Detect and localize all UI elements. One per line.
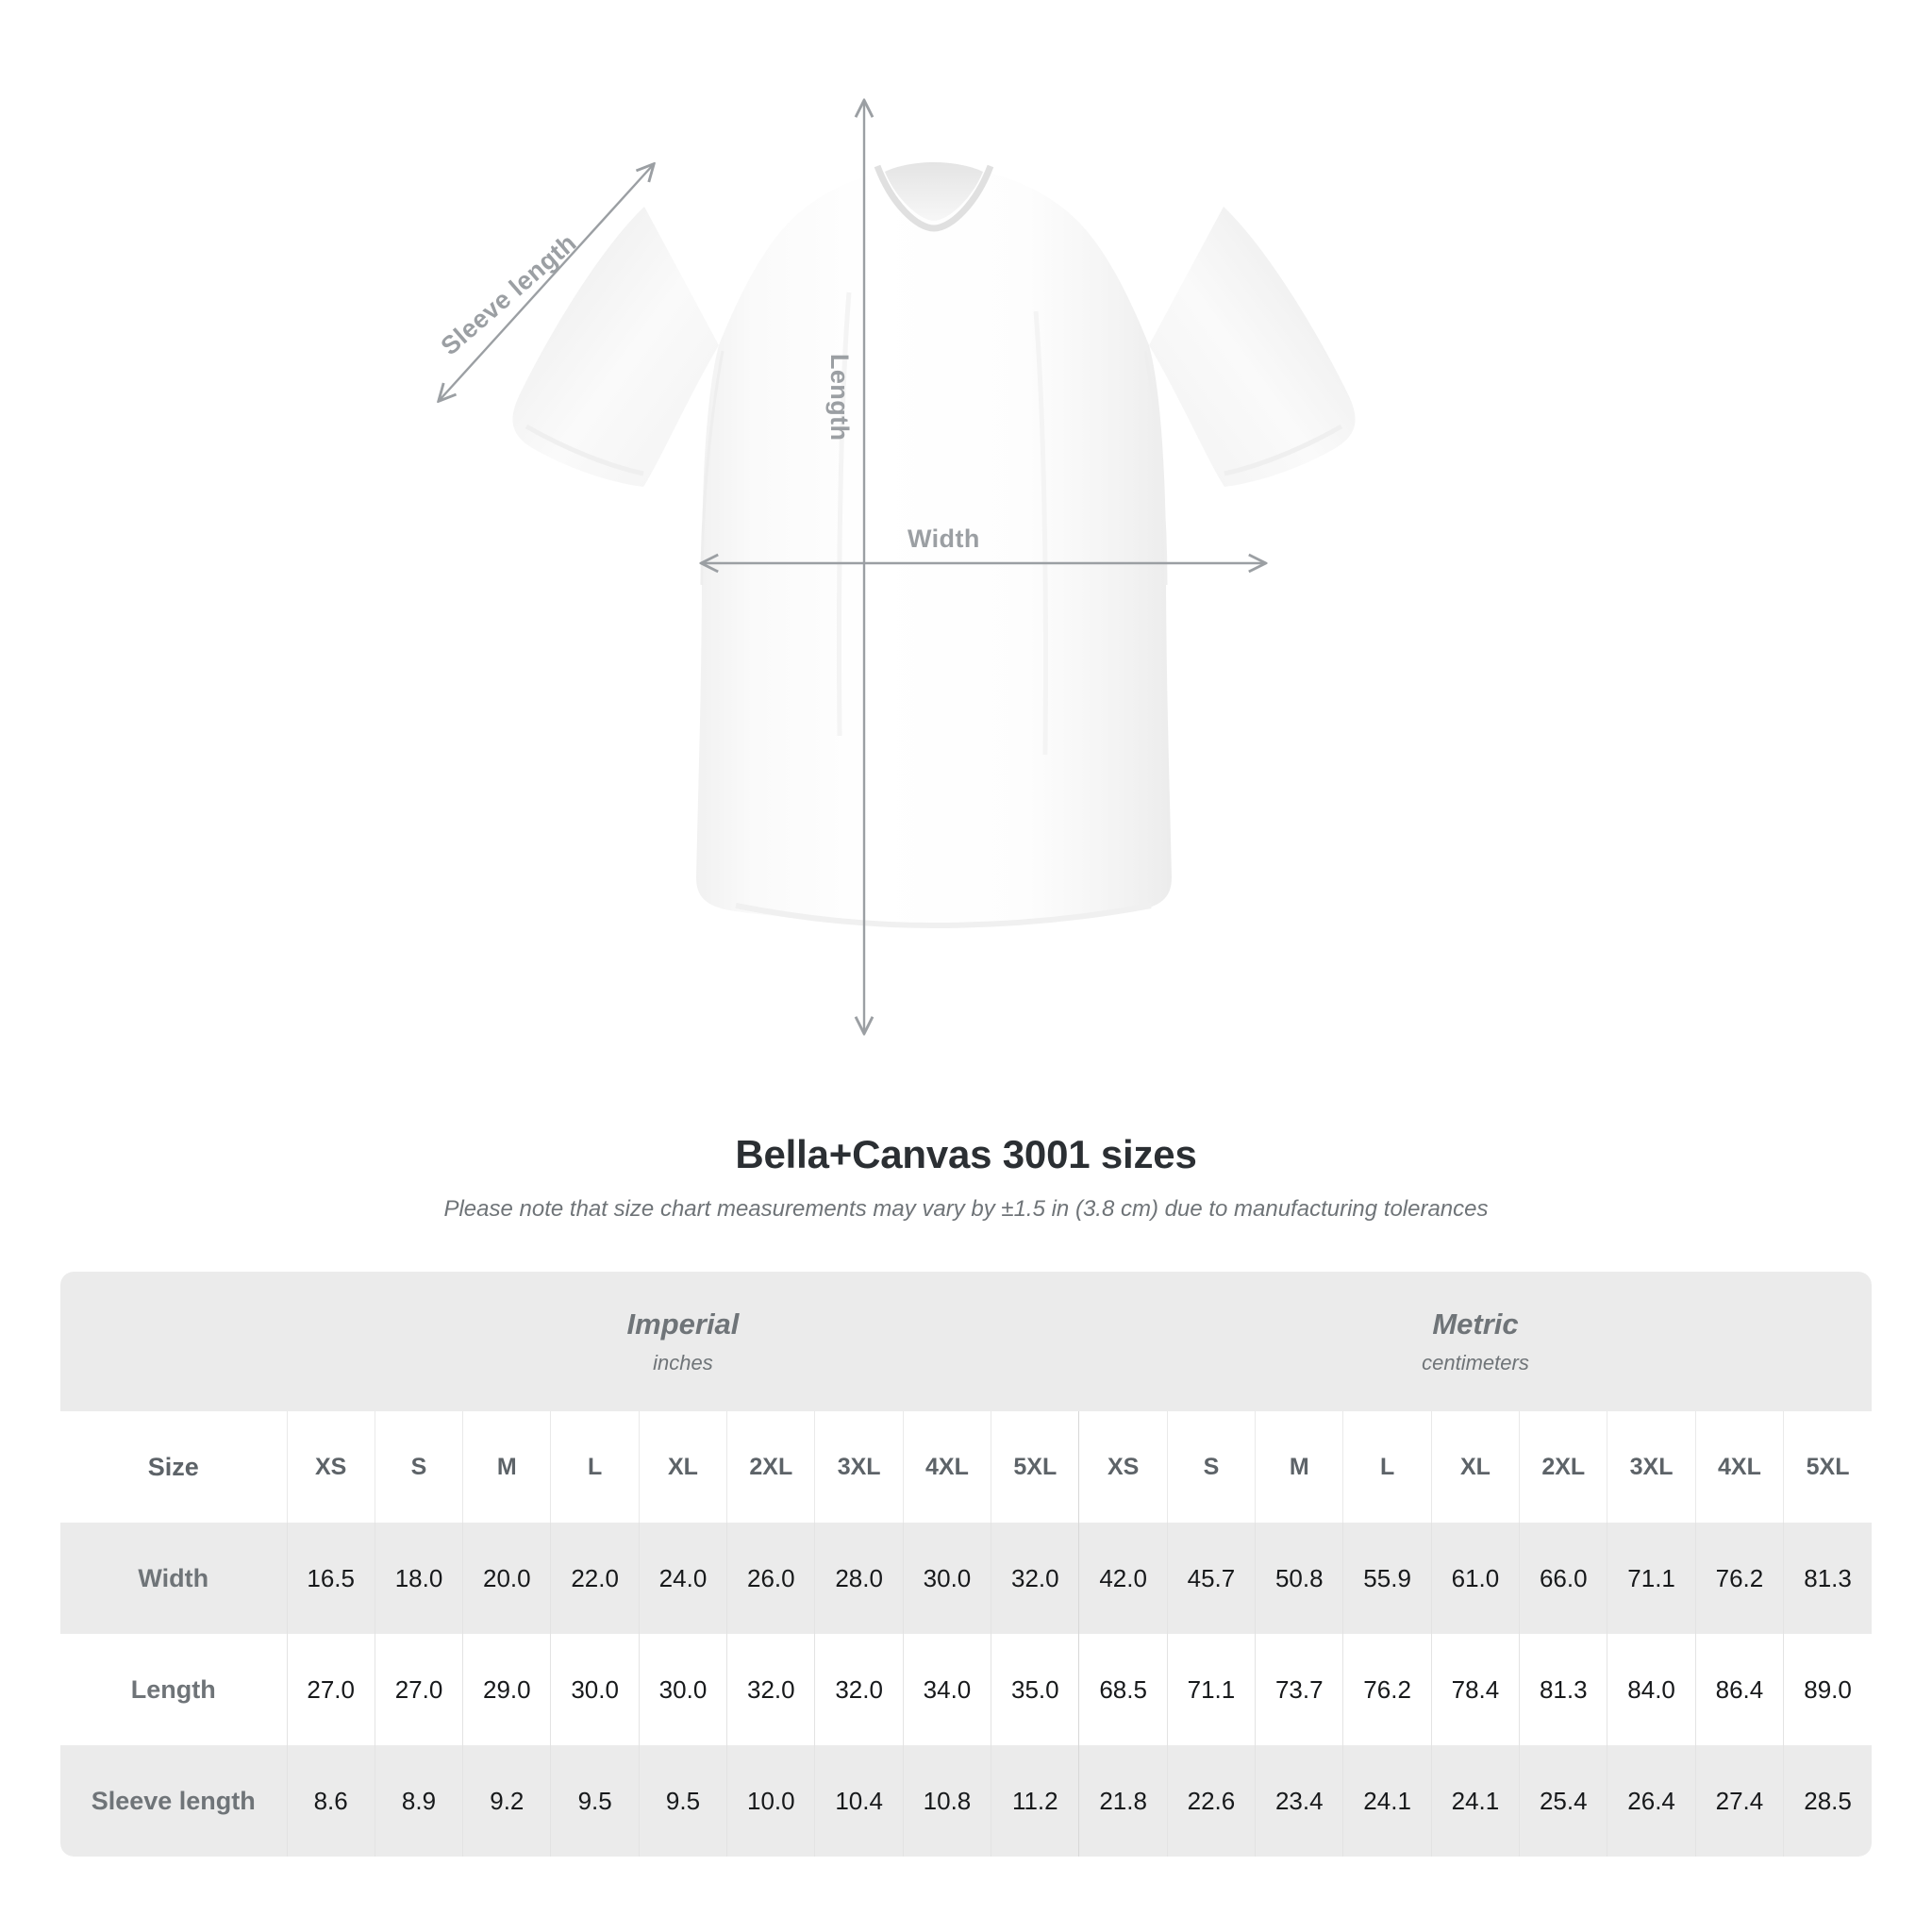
cell-length-imperial-4xl: 34.0 xyxy=(903,1634,992,1745)
unit-sub-metric: centimeters xyxy=(1422,1351,1529,1374)
cell-length-imperial-2xl: 32.0 xyxy=(726,1634,816,1745)
tshirt-illustration xyxy=(406,75,1462,1047)
cell-width-metric-xs: 42.0 xyxy=(1078,1523,1168,1634)
cell-length-metric-l: 76.2 xyxy=(1342,1634,1432,1745)
cell-width-metric-xl: 61.0 xyxy=(1431,1523,1521,1634)
cell-length-imperial-5xl: 35.0 xyxy=(991,1634,1080,1745)
cell-sleeve-length-imperial-5xl: 11.2 xyxy=(991,1745,1080,1857)
size-header-imperial-3xl: 3XL xyxy=(814,1411,904,1523)
cell-length-metric-5xl: 89.0 xyxy=(1783,1634,1872,1745)
size-header-metric-m: M xyxy=(1255,1411,1344,1523)
cell-length-metric-m: 73.7 xyxy=(1255,1634,1344,1745)
table-row: Length 27.0 27.0 29.0 30.0 30.0 32.0 32.0 34.0 35… xyxy=(60,1634,1872,1745)
unit-header-imperial: Imperial inches xyxy=(287,1272,1079,1411)
size-header-imperial-5xl: 5XL xyxy=(991,1411,1080,1523)
cell-width-imperial-2xl: 26.0 xyxy=(726,1523,816,1634)
page-title: Bella+Canvas 3001 sizes xyxy=(735,1132,1197,1176)
cell-width-metric-l: 55.9 xyxy=(1342,1523,1432,1634)
size-header-metric-l: L xyxy=(1342,1411,1432,1523)
cell-sleeve-length-metric-s: 22.6 xyxy=(1167,1745,1257,1857)
cell-width-metric-3xl: 71.1 xyxy=(1607,1523,1696,1634)
table-row: Width 16.5 18.0 20.0 22.0 24.0 26.0 28.0 30.0 32.… xyxy=(60,1523,1872,1634)
cell-length-imperial-xs: 27.0 xyxy=(287,1634,375,1745)
unit-name-imperial: Imperial xyxy=(626,1307,740,1341)
cell-sleeve-length-metric-m: 23.4 xyxy=(1255,1745,1344,1857)
cell-width-imperial-3xl: 28.0 xyxy=(814,1523,904,1634)
size-header-imperial-2xl: 2XL xyxy=(726,1411,816,1523)
size-row-label: Size xyxy=(60,1411,288,1523)
cell-width-metric-2xl: 66.0 xyxy=(1519,1523,1608,1634)
size-header-imperial-l: L xyxy=(550,1411,640,1523)
cell-width-metric-s: 45.7 xyxy=(1167,1523,1257,1634)
cell-sleeve-length-metric-l: 24.1 xyxy=(1342,1745,1432,1857)
size-chart-table-wrapper: Imperial inches Metric centimeters Size XS S M L… xyxy=(60,1272,1872,1857)
cell-width-metric-m: 50.8 xyxy=(1255,1523,1344,1634)
cell-length-metric-3xl: 84.0 xyxy=(1607,1634,1696,1745)
cell-sleeve-length-metric-2xl: 25.4 xyxy=(1519,1745,1608,1857)
cell-sleeve-length-metric-xs: 21.8 xyxy=(1078,1745,1168,1857)
cell-width-imperial-m: 20.0 xyxy=(462,1523,552,1634)
size-header-metric-4xl: 4XL xyxy=(1695,1411,1785,1523)
size-header-metric-2xl: 2XL xyxy=(1519,1411,1608,1523)
size-header-imperial-4xl: 4XL xyxy=(903,1411,992,1523)
cell-sleeve-length-metric-3xl: 26.4 xyxy=(1607,1745,1696,1857)
cell-sleeve-length-imperial-xs: 8.6 xyxy=(287,1745,375,1857)
unit-header-row: Imperial inches Metric centimeters xyxy=(60,1272,1872,1411)
size-header-imperial-xs: XS xyxy=(287,1411,375,1523)
size-header-metric-s: S xyxy=(1167,1411,1257,1523)
title-block: Bella+Canvas 3001 sizes Please note that… xyxy=(0,1132,1932,1223)
size-header-row: Size XS S M L XL 2XL 3XL 4XL 5XL XS S M L XL 2XL 3XL 4XL 5… xyxy=(60,1411,1872,1523)
cell-length-imperial-s: 27.0 xyxy=(375,1634,464,1745)
size-header-imperial-xl: XL xyxy=(639,1411,728,1523)
cell-length-imperial-3xl: 32.0 xyxy=(814,1634,904,1745)
cell-sleeve-length-metric-5xl: 28.5 xyxy=(1783,1745,1872,1857)
cell-length-metric-xl: 78.4 xyxy=(1431,1634,1521,1745)
cell-width-metric-4xl: 76.2 xyxy=(1695,1523,1785,1634)
cell-length-imperial-l: 30.0 xyxy=(550,1634,640,1745)
cell-width-imperial-xl: 24.0 xyxy=(639,1523,728,1634)
cell-sleeve-length-imperial-2xl: 10.0 xyxy=(726,1745,816,1857)
cell-sleeve-length-imperial-xl: 9.5 xyxy=(639,1745,728,1857)
cell-sleeve-length-imperial-m: 9.2 xyxy=(462,1745,552,1857)
row-label-length: Length xyxy=(60,1634,288,1745)
length-label: Length xyxy=(825,354,854,441)
cell-width-imperial-4xl: 30.0 xyxy=(903,1523,992,1634)
cell-width-metric-5xl: 81.3 xyxy=(1783,1523,1872,1634)
size-header-metric-5xl: 5XL xyxy=(1783,1411,1872,1523)
cell-width-imperial-5xl: 32.0 xyxy=(991,1523,1080,1634)
size-header-imperial-s: S xyxy=(375,1411,464,1523)
unit-sub-imperial: inches xyxy=(653,1351,713,1374)
cell-sleeve-length-metric-xl: 24.1 xyxy=(1431,1745,1521,1857)
table-row: Sleeve length 8.6 8.9 9.2 9.5 9.5 10.0 10.4 10.8… xyxy=(60,1745,1872,1857)
cell-length-metric-2xl: 81.3 xyxy=(1519,1634,1608,1745)
cell-length-imperial-m: 29.0 xyxy=(462,1634,552,1745)
cell-sleeve-length-imperial-3xl: 10.4 xyxy=(814,1745,904,1857)
cell-length-metric-xs: 68.5 xyxy=(1078,1634,1168,1745)
cell-sleeve-length-metric-4xl: 27.4 xyxy=(1695,1745,1785,1857)
unit-row-spacer xyxy=(60,1272,287,1411)
size-chart-table: Imperial inches Metric centimeters Size XS S M L… xyxy=(60,1272,1872,1857)
row-label-width: Width xyxy=(60,1523,288,1634)
cell-length-metric-s: 71.1 xyxy=(1167,1634,1257,1745)
unit-header-metric: Metric centimeters xyxy=(1078,1272,1872,1411)
cell-length-metric-4xl: 86.4 xyxy=(1695,1634,1785,1745)
unit-name-metric: Metric xyxy=(1432,1307,1519,1341)
cell-width-imperial-xs: 16.5 xyxy=(287,1523,375,1634)
size-header-metric-xl: XL xyxy=(1431,1411,1521,1523)
cell-sleeve-length-imperial-4xl: 10.8 xyxy=(903,1745,992,1857)
cell-sleeve-length-imperial-l: 9.5 xyxy=(550,1745,640,1857)
cell-width-imperial-s: 18.0 xyxy=(375,1523,464,1634)
cell-sleeve-length-imperial-s: 8.9 xyxy=(375,1745,464,1857)
size-header-metric-3xl: 3XL xyxy=(1607,1411,1696,1523)
size-header-metric-xs: XS xyxy=(1078,1411,1168,1523)
width-label: Width xyxy=(908,525,980,553)
row-label-sleeve-length: Sleeve length xyxy=(60,1745,288,1857)
cell-width-imperial-l: 22.0 xyxy=(550,1523,640,1634)
tolerance-note: Please note that size chart measurements… xyxy=(443,1196,1489,1222)
cell-length-imperial-xl: 30.0 xyxy=(639,1634,728,1745)
sleeve-length-label: Sleeve length xyxy=(435,227,582,361)
size-header-imperial-m: M xyxy=(462,1411,552,1523)
garment-diagram: Length Width Sleeve length xyxy=(406,75,1462,1047)
